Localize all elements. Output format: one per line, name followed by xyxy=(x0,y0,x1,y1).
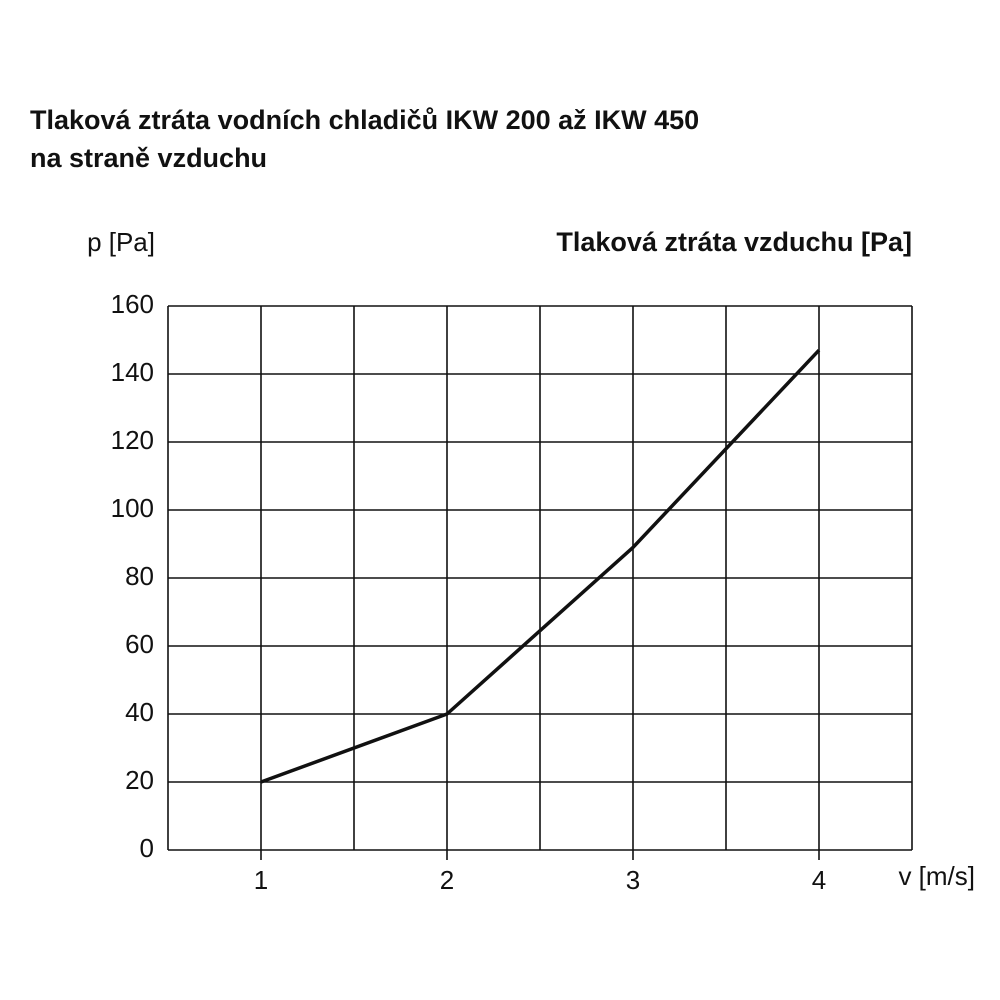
y-tick-label: 60 xyxy=(125,629,154,659)
chart-title: na straně vzduchu xyxy=(30,143,267,173)
y-tick-label: 100 xyxy=(111,493,154,523)
y-tick-label: 20 xyxy=(125,765,154,795)
line xyxy=(260,348,821,784)
x-tick-label: 1 xyxy=(254,865,268,895)
chart-subtitle: Tlaková ztráta vzduchu [Pa] xyxy=(556,227,912,257)
x-tick-label: 3 xyxy=(626,865,640,895)
y-tick-label: 120 xyxy=(111,425,154,455)
x-tick-label: 4 xyxy=(812,865,826,895)
y-axis-label: p [Pa] xyxy=(87,227,155,257)
y-tick-label: 40 xyxy=(125,697,154,727)
y-tick-label: 0 xyxy=(140,833,154,863)
x-tick-label: 2 xyxy=(440,865,454,895)
y-tick-label: 160 xyxy=(111,289,154,319)
y-tick-label: 80 xyxy=(125,561,154,591)
y-tick-label: 140 xyxy=(111,357,154,387)
chart-title: Tlaková ztráta vodních chladičů IKW 200 … xyxy=(30,105,699,135)
x-axis-label: v [m/s] xyxy=(898,861,975,891)
